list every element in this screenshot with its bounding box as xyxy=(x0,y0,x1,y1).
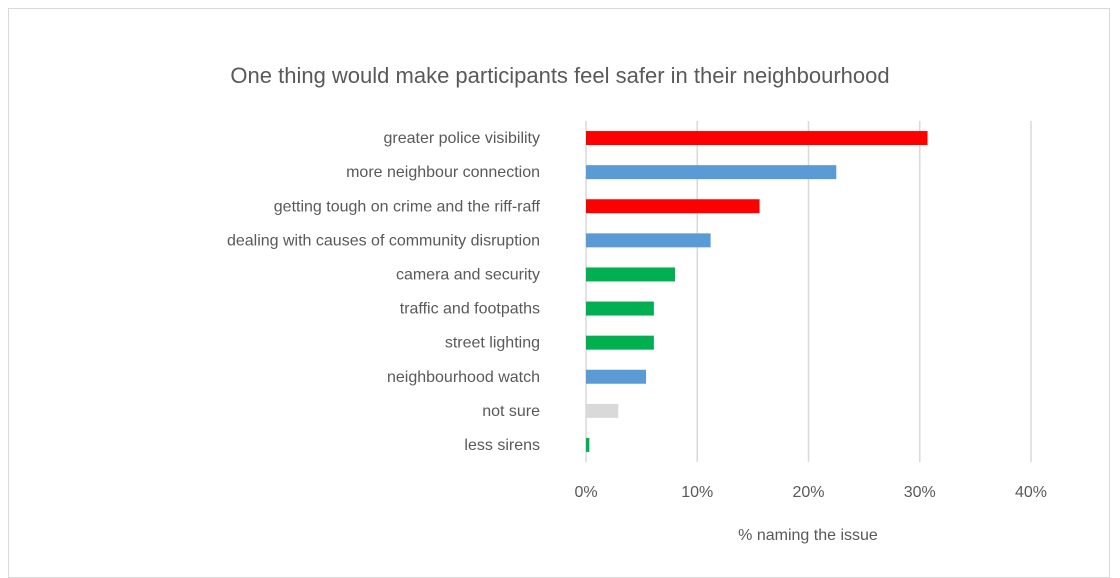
bar xyxy=(586,369,647,384)
category-label: neighbourhood watch xyxy=(387,369,540,386)
bar xyxy=(586,335,654,350)
category-labels: greater police visibility more neighbour … xyxy=(227,130,541,454)
x-axis-title: % naming the issue xyxy=(738,527,878,544)
x-tick-label: 0% xyxy=(574,484,597,501)
category-label: less sirens xyxy=(464,437,540,454)
bar xyxy=(586,267,675,282)
x-tick-label: 10% xyxy=(681,484,713,501)
x-tick-label: 20% xyxy=(792,484,824,501)
category-label: getting tough on crime and the riff-raff xyxy=(274,198,541,215)
bar xyxy=(586,403,619,418)
bar xyxy=(586,301,654,316)
bar xyxy=(586,199,760,214)
bar-chart: One thing would make participants feel s… xyxy=(227,63,1047,544)
category-label: camera and security xyxy=(396,266,540,283)
category-label: not sure xyxy=(482,403,540,420)
category-label: street lighting xyxy=(445,335,540,352)
x-tick-label: 30% xyxy=(904,484,936,501)
bar xyxy=(586,233,711,248)
category-label: more neighbour connection xyxy=(346,164,540,181)
x-tick-label: 40% xyxy=(1015,484,1047,501)
bar xyxy=(586,131,928,146)
category-label: dealing with causes of community disrupt… xyxy=(227,232,540,249)
category-label: traffic and footpaths xyxy=(400,301,540,318)
x-tick-labels: 0% 10% 20% 30% 40% xyxy=(574,484,1047,501)
chart-title: One thing would make participants feel s… xyxy=(230,63,889,88)
category-label: greater police visibility xyxy=(383,130,540,147)
bar xyxy=(586,437,590,452)
bar xyxy=(586,165,837,180)
bars xyxy=(586,131,928,452)
chart-frame xyxy=(8,8,1110,578)
